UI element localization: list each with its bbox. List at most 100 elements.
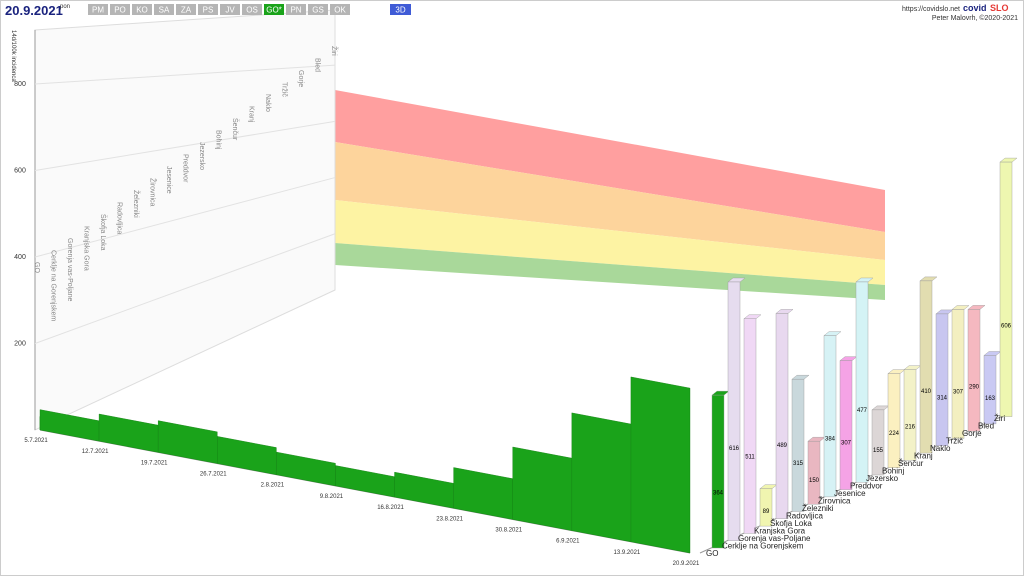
value-label: 511: [745, 454, 755, 460]
tab[interactable]: [308, 4, 328, 15]
category-label: Naklo: [930, 444, 951, 453]
category-label: Šenčur: [898, 459, 924, 468]
history-bar: [157, 420, 218, 464]
tab[interactable]: [154, 4, 174, 15]
back-category-label: GO: [33, 262, 40, 273]
back-category-label: Radovljica: [116, 202, 123, 234]
value-label: 224: [889, 431, 900, 437]
tab-label[interactable]: PO: [114, 6, 126, 15]
bar: [807, 441, 821, 505]
tab[interactable]: [132, 4, 152, 15]
tab[interactable]: [220, 4, 240, 15]
brand: covid: [963, 3, 987, 13]
value-label: 384: [825, 436, 836, 442]
category-label: Železniki: [802, 504, 834, 513]
value-label: 150: [809, 478, 820, 484]
url: https://covidslo.net: [902, 6, 960, 13]
back-category-label: Preddvor: [182, 154, 189, 183]
category-label: Gorje: [962, 429, 982, 438]
tab-label[interactable]: GS: [312, 6, 324, 15]
back-category-label: Naklo: [264, 94, 271, 112]
tab-label[interactable]: JV: [225, 6, 235, 15]
bar: [743, 318, 757, 534]
bar: [887, 373, 901, 468]
bar: [775, 313, 789, 520]
history-bar: [630, 376, 691, 554]
view-button[interactable]: [390, 4, 411, 15]
bar: [855, 281, 869, 483]
bar: [871, 409, 885, 476]
bar: [983, 355, 997, 425]
tab[interactable]: [264, 4, 284, 15]
value-label: 606: [1001, 324, 1012, 330]
tab[interactable]: [176, 4, 196, 15]
back-category-label: Gorenja vas-Poljane: [66, 238, 73, 302]
back-category-label: Šenčur: [231, 118, 240, 141]
x-tick-label: 30.8.2021: [495, 527, 522, 533]
tab-label[interactable]: SA: [159, 6, 170, 15]
category-label: Cerklje na Gorenjskem: [722, 542, 804, 551]
x-tick-label: 2.8.2021: [261, 483, 285, 489]
tab-label[interactable]: GO*: [266, 6, 282, 15]
category-label: Bohinj: [882, 467, 904, 476]
y-tick-label: 600: [14, 168, 26, 175]
category-label: Škofja Loka: [770, 519, 812, 528]
tab[interactable]: [286, 4, 306, 15]
brand-suffix: SLO: [990, 3, 1009, 13]
tab[interactable]: [110, 4, 130, 15]
back-category-label: Žiri: [330, 46, 339, 56]
y-tick-label: 400: [14, 254, 26, 261]
value-label: 314: [937, 396, 948, 402]
category-label: Preddvor: [850, 482, 883, 491]
category-label: Bled: [978, 422, 994, 431]
tab[interactable]: [198, 4, 218, 15]
bar: [791, 379, 805, 512]
tab[interactable]: [242, 4, 262, 15]
value-label: 163: [985, 396, 996, 402]
tab-label[interactable]: OS: [246, 6, 258, 15]
back-category-label: Bled: [314, 58, 321, 72]
tab-label[interactable]: PN: [290, 6, 301, 15]
bar: [903, 369, 917, 461]
category-label: Kranj: [914, 452, 933, 461]
history-bar: [571, 412, 632, 543]
band-yellow: [335, 200, 885, 285]
weekday: pon: [60, 4, 70, 10]
category-label: GO: [706, 549, 718, 558]
band-orange: [335, 142, 885, 260]
tab-label[interactable]: PM: [92, 6, 104, 15]
value-label: 290: [969, 385, 980, 391]
value-label: 410: [921, 389, 932, 395]
tab-label[interactable]: ZA: [181, 6, 192, 15]
bar: [839, 360, 853, 490]
view-button-label[interactable]: 3D: [395, 6, 405, 15]
back-category-label: Gorje: [297, 70, 304, 87]
tab[interactable]: [88, 4, 108, 15]
back-category-label: Cerklje na Gorenjskem: [50, 250, 57, 321]
value-label: 307: [953, 389, 964, 395]
x-tick-label: 5.7.2021: [24, 438, 48, 444]
tab-label[interactable]: PS: [203, 6, 214, 15]
category-label: Jezersko: [866, 474, 899, 483]
value-label: 307: [841, 440, 852, 446]
value-label: 477: [857, 408, 868, 414]
value-label: 616: [729, 446, 740, 452]
category-label: Jesenice: [834, 489, 866, 498]
value-label: 89: [763, 509, 770, 515]
tab-label[interactable]: KO: [136, 6, 148, 15]
tab-label[interactable]: OK: [334, 6, 346, 15]
y-tick-label: 200: [14, 341, 26, 348]
back-category-label: Železniki: [132, 190, 141, 218]
value-label: 155: [873, 448, 884, 454]
author: Peter Malovrh, ©2020-2021: [932, 14, 1018, 22]
x-tick-label: 20.9.2021: [673, 561, 700, 567]
grid-line: [34, 177, 336, 258]
band-green: [335, 243, 885, 300]
bar: [967, 309, 981, 432]
back-category-label: Kranjska Gora: [83, 226, 90, 271]
bar: [823, 335, 837, 498]
category-label: Tržič: [946, 437, 963, 446]
tab[interactable]: [330, 4, 350, 15]
